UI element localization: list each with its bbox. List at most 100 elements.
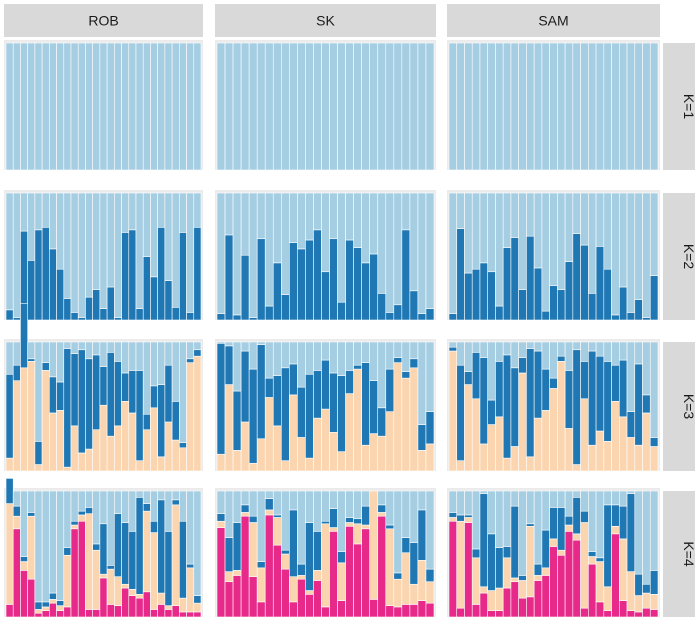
bar-segment-k1 [272, 341, 282, 376]
bar-segment-k1 [321, 42, 330, 171]
bar-segment-k1 [393, 192, 403, 306]
bar-segment-k2 [369, 253, 379, 321]
bar-segment-k2 [425, 308, 435, 321]
bar-segment-k1 [479, 192, 488, 264]
bar-segment-k2 [280, 367, 290, 461]
bar-segment-k1 [186, 192, 195, 313]
bar-segment-k2 [70, 353, 79, 427]
bar-segment-k2 [232, 522, 242, 571]
bar-segment-k2 [595, 355, 605, 432]
bar-segment-k1 [448, 341, 458, 348]
bar-segment-k1 [479, 42, 488, 171]
bar-segment-k4 [588, 563, 597, 618]
bar-segment-k3 [572, 464, 581, 472]
bar-segment-k1 [193, 341, 202, 351]
bar-segment-k3 [572, 533, 581, 541]
bar-segment-k2 [121, 372, 130, 402]
bar-segment-k2 [456, 364, 465, 461]
bar-segment-k2 [321, 359, 330, 410]
bar-segment-k2 [34, 441, 43, 465]
bar-segment-k2 [409, 358, 419, 369]
strip-sk: SK [215, 4, 436, 37]
bar-segment-k1 [385, 490, 395, 526]
bar-segment-k1 [549, 192, 558, 287]
bar-segment-k1 [385, 192, 395, 313]
bar-segment-k2 [572, 233, 581, 321]
bar-segment-k2 [337, 551, 346, 564]
bar-segment-k2 [479, 262, 488, 321]
bar-segment-k4 [256, 601, 266, 618]
bar-segment-k2 [264, 498, 274, 511]
bar-segment-k3 [479, 586, 488, 594]
bar-segment-k3 [27, 515, 36, 580]
bar-segment-k1 [70, 490, 79, 522]
bar-segment-k3 [549, 538, 558, 547]
bar-segment-k1 [289, 341, 298, 365]
bar-segment-k1 [329, 42, 338, 171]
bar-segment-k3 [264, 397, 274, 472]
bar-segment-k2 [541, 310, 550, 321]
bar-segment-k1 [128, 42, 137, 171]
bar-segment-k2 [232, 390, 242, 451]
bar-segment-k1 [329, 192, 338, 240]
bar-segment-k1 [171, 192, 180, 308]
bar-segment-k2 [150, 520, 158, 533]
bar-segment-k4 [580, 607, 589, 618]
bar-segment-k2 [41, 362, 50, 371]
bar-segment-k2 [401, 229, 411, 321]
bar-segment-k1 [611, 490, 620, 506]
bar-segment-k2 [264, 305, 274, 321]
bar-segment-k2 [272, 375, 282, 427]
bar-segment-k2 [171, 499, 180, 506]
bar-segment-k1 [572, 490, 581, 498]
bar-segment-k1 [361, 42, 371, 171]
strip-k1: K=1 [663, 43, 697, 170]
bar-segment-k1 [34, 42, 43, 171]
bar-segment-k2 [248, 368, 258, 464]
bar-segment-k3 [588, 556, 597, 565]
bar-segment-k1 [595, 42, 605, 171]
bar-segment-k3 [425, 443, 435, 472]
bar-segment-k2 [401, 537, 411, 554]
bar-segment-k2 [549, 377, 558, 389]
bar-segment-k3 [321, 523, 330, 608]
strip-label: SAM [538, 13, 568, 29]
bar-segment-k3 [179, 597, 187, 613]
bar-segment-k2 [456, 514, 465, 522]
bar-segment-k2 [264, 377, 274, 398]
bar-segment-k1 [280, 42, 290, 171]
bar-segment-k3 [142, 510, 151, 593]
bar-segment-k1 [642, 42, 651, 171]
bar-segment-k4 [642, 607, 651, 618]
bar-segment-k4 [479, 592, 488, 618]
bar-segment-k2 [63, 547, 72, 556]
bar-segment-k2 [186, 358, 195, 363]
bar-segment-k2 [27, 512, 36, 517]
bar-segment-k1 [401, 42, 411, 171]
bar-segment-k1 [171, 490, 180, 501]
strip-k4: K=4 [663, 491, 697, 617]
bar-segment-k4 [649, 609, 659, 618]
bar-segment-k2 [557, 289, 566, 321]
bar-segment-k3 [580, 398, 589, 472]
bar-segment-k1 [240, 42, 250, 171]
bar-segment-k2 [495, 305, 504, 321]
bar-segment-k1 [256, 341, 266, 345]
bar-segment-k2 [642, 317, 651, 321]
bar-segment-k3 [63, 554, 72, 608]
bar-segment-k1 [425, 192, 435, 309]
bar-segment-k2 [361, 505, 371, 526]
bar-segment-k2 [77, 510, 86, 516]
bar-segment-k3 [164, 421, 173, 472]
bar-segment-k2 [186, 312, 195, 321]
bar-segment-k2 [510, 505, 519, 579]
bar-segment-k2 [361, 262, 371, 321]
bar-segment-k3 [557, 361, 566, 472]
strip-label: K=4 [681, 541, 697, 567]
bar-segment-k2 [313, 531, 322, 571]
bar-segment-k1 [588, 192, 597, 294]
panel-rob-k3 [4, 302, 203, 472]
bar-segment-k2 [85, 507, 93, 514]
bar-segment-k4 [216, 527, 226, 618]
